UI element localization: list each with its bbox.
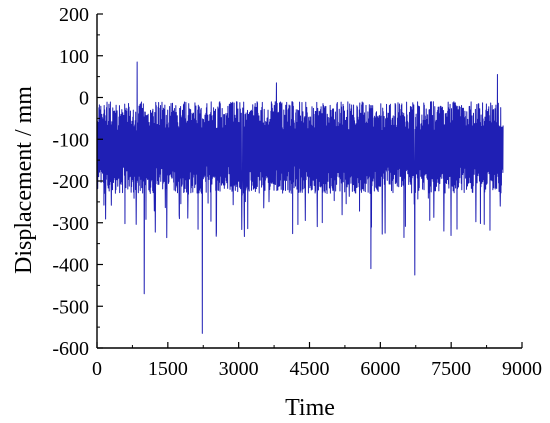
series-line [96, 61, 504, 334]
y-tick-label: -400 [52, 255, 89, 277]
y-axis-title: Displacement / mm [11, 86, 37, 274]
x-tick-label: 9000 [502, 358, 542, 380]
y-tick-label: -200 [52, 171, 89, 193]
x-tick-label: 4500 [290, 358, 330, 380]
y-tick-label: 0 [79, 88, 89, 110]
y-tick-label: 200 [59, 4, 89, 26]
axes: 0 1500 3000 4500 6000 7500 9000 200 100 0 -100 -200… [52, 4, 542, 380]
x-axis-title: Time [285, 395, 335, 421]
x-tick-label: 1500 [148, 358, 188, 380]
plot-area [96, 61, 504, 334]
x-tick-label: 0 [92, 358, 102, 380]
x-tick-label: 7500 [431, 358, 471, 380]
y-tick-label: -500 [52, 296, 89, 318]
x-tick-label: 3000 [219, 358, 259, 380]
x-tick-label: 6000 [360, 358, 400, 380]
y-tick-label: -300 [52, 213, 89, 235]
y-tick-label: 100 [59, 46, 89, 68]
y-tick-label: -100 [52, 129, 89, 151]
y-tick-label: -600 [52, 338, 89, 360]
